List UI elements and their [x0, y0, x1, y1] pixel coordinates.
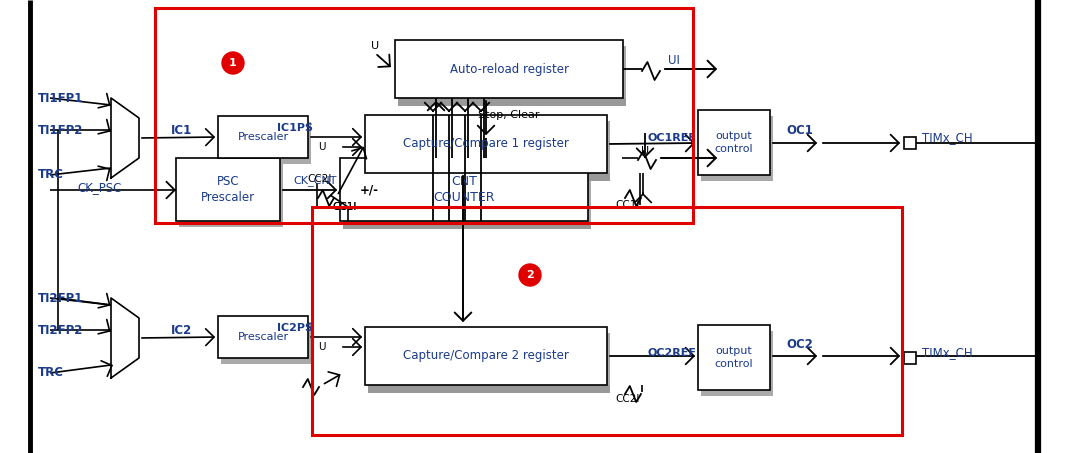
Text: TI2FP2: TI2FP2	[38, 323, 83, 337]
Text: IC1: IC1	[172, 124, 192, 136]
Bar	[701, 116, 773, 181]
Bar	[698, 325, 770, 390]
Text: CK_PSC: CK_PSC	[78, 182, 122, 194]
Bar	[218, 316, 308, 358]
Text: Auto-reload register: Auto-reload register	[449, 63, 568, 76]
Text: Capture/Compare 1 register: Capture/Compare 1 register	[403, 138, 569, 150]
Bar	[368, 385, 610, 393]
Text: OC2: OC2	[786, 338, 813, 352]
Text: TI2FP1: TI2FP1	[38, 291, 83, 304]
Text: TIMx_CH: TIMx_CH	[922, 131, 973, 145]
Text: U: U	[318, 142, 325, 152]
Text: +/-: +/-	[360, 183, 379, 197]
Text: OC1REF: OC1REF	[648, 133, 697, 143]
Text: 2: 2	[526, 270, 534, 280]
Text: Stop, Clear: Stop, Clear	[478, 110, 540, 120]
Bar	[365, 115, 607, 173]
Bar	[179, 164, 283, 227]
Bar	[368, 173, 610, 181]
Text: U: U	[640, 146, 649, 156]
Text: Prescaler: Prescaler	[238, 132, 288, 142]
Bar	[701, 331, 773, 396]
Text: IC2: IC2	[172, 323, 192, 337]
Text: output
control: output control	[715, 346, 754, 369]
Text: U: U	[370, 41, 379, 51]
Bar	[343, 221, 591, 229]
Bar	[221, 322, 311, 364]
Bar	[904, 137, 916, 149]
Bar	[365, 327, 607, 385]
Bar	[399, 46, 626, 104]
Bar	[156, 8, 693, 223]
Circle shape	[222, 52, 244, 74]
Bar	[218, 116, 308, 158]
Bar	[698, 110, 770, 175]
Text: Prescaler: Prescaler	[238, 332, 288, 342]
Text: CNT
COUNTER: CNT COUNTER	[433, 175, 495, 204]
Bar	[904, 352, 916, 364]
Text: TIMx_CH: TIMx_CH	[922, 347, 973, 360]
Bar	[343, 164, 591, 227]
Text: TI1FP1: TI1FP1	[38, 92, 83, 105]
Bar	[395, 40, 623, 98]
Text: UI: UI	[669, 53, 680, 67]
Bar	[340, 158, 588, 221]
Bar	[221, 122, 311, 164]
Text: Capture/Compare 2 register: Capture/Compare 2 register	[403, 350, 569, 362]
Text: TRC: TRC	[38, 366, 64, 380]
Text: U: U	[318, 342, 325, 352]
Text: CC1I: CC1I	[333, 202, 357, 212]
Text: CC1I: CC1I	[333, 202, 357, 212]
Bar	[368, 333, 610, 391]
Text: OC2REF: OC2REF	[648, 348, 697, 358]
Text: CC2I: CC2I	[308, 174, 333, 184]
Text: output
control: output control	[715, 131, 754, 154]
Text: TRC: TRC	[38, 169, 64, 182]
Text: TI1FP2: TI1FP2	[38, 124, 83, 136]
Text: CC1I: CC1I	[616, 200, 640, 210]
Circle shape	[519, 264, 541, 286]
Bar	[312, 207, 902, 435]
Bar	[368, 121, 610, 179]
Bar	[176, 158, 280, 221]
Bar	[399, 98, 626, 106]
Text: CC2I: CC2I	[616, 394, 640, 404]
Text: OC1: OC1	[786, 124, 813, 136]
Text: IC1PS: IC1PS	[276, 123, 313, 133]
Text: CK_CNT: CK_CNT	[294, 176, 337, 187]
Text: 1: 1	[229, 58, 237, 68]
Text: IC2PS: IC2PS	[276, 323, 313, 333]
Text: PSC
Prescaler: PSC Prescaler	[201, 175, 255, 204]
